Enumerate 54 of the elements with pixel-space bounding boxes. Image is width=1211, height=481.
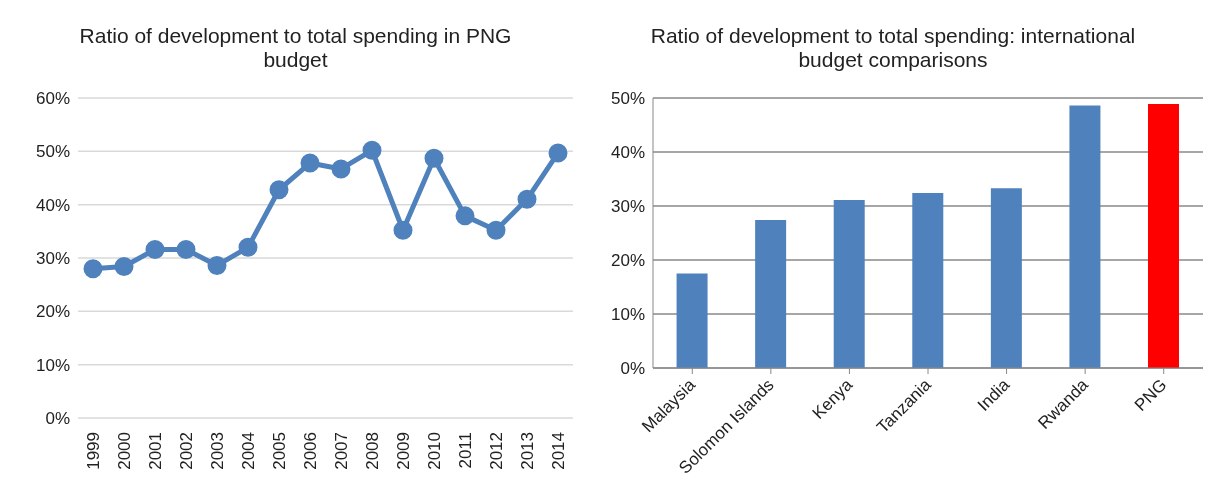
- y-tick-label: 40%: [610, 143, 645, 163]
- point: [362, 140, 382, 160]
- x-tick-label: 2014: [548, 432, 568, 470]
- x-tick-label: 2005: [269, 432, 289, 470]
- bar: [676, 273, 708, 368]
- y-tick-label: 0%: [45, 409, 70, 429]
- y-tick-label: 40%: [35, 195, 70, 215]
- x-tick-label: 2002: [176, 432, 196, 470]
- y-tick-label: 30%: [35, 249, 70, 269]
- point: [300, 153, 320, 173]
- point: [207, 255, 227, 275]
- x-tick-label: 2000: [114, 432, 134, 470]
- point: [486, 220, 506, 240]
- y-tick-label: 60%: [35, 89, 70, 109]
- x-tick-label: 2013: [517, 432, 537, 470]
- y-tick-label: 20%: [35, 302, 70, 322]
- x-tick-label: 2008: [362, 432, 382, 470]
- point: [548, 143, 568, 163]
- point: [176, 239, 196, 259]
- x-tick-label: 2009: [393, 432, 413, 470]
- x-tick-label: 1999: [83, 432, 103, 470]
- bar: [912, 193, 944, 368]
- y-tick-label: 10%: [35, 355, 70, 375]
- y-tick-label: 30%: [610, 197, 645, 217]
- x-tick-label: 2011: [455, 432, 475, 469]
- y-tick-label: 20%: [610, 251, 645, 271]
- bar: [833, 200, 865, 368]
- y-tick-label: 10%: [610, 305, 645, 325]
- bar: [990, 188, 1022, 368]
- x-tick-label: 2012: [486, 432, 506, 470]
- x-tick-label: 2003: [207, 432, 227, 470]
- point: [114, 257, 134, 277]
- point: [83, 259, 103, 279]
- chart-title: Ratio of development to total spending: international budget comparisons: [649, 23, 1137, 73]
- point: [455, 206, 475, 226]
- y-tick-label: 0%: [620, 359, 645, 379]
- point: [424, 148, 444, 168]
- bar: [1148, 103, 1179, 368]
- x-tick-label: 2001: [145, 432, 165, 470]
- point: [238, 237, 258, 257]
- point: [393, 220, 413, 240]
- point: [331, 159, 351, 179]
- y-tick-label: 50%: [35, 142, 70, 162]
- x-tick-label: 2010: [424, 432, 444, 470]
- x-tick-label: 2007: [331, 432, 351, 470]
- point: [145, 239, 165, 259]
- chart-title: Ratio of development to total spending in PNG budget: [78, 23, 513, 73]
- point: [517, 189, 537, 209]
- bar: [755, 220, 787, 368]
- bar: [1069, 105, 1101, 368]
- y-tick-label: 50%: [610, 89, 645, 109]
- point: [269, 180, 289, 200]
- x-tick-label: 2004: [238, 432, 258, 470]
- x-tick-label: 2006: [300, 432, 320, 470]
